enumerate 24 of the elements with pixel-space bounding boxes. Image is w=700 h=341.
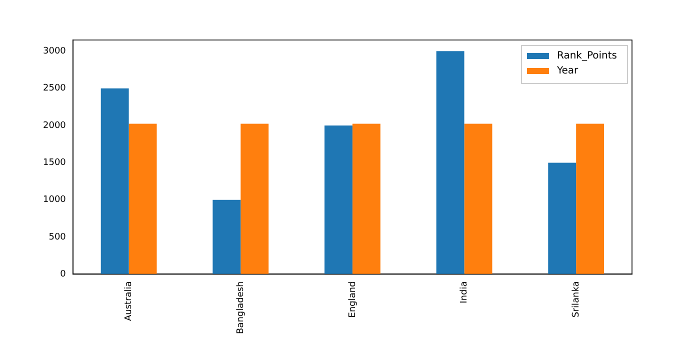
legend-label: Year — [556, 66, 580, 77]
bar — [464, 124, 492, 274]
y-tick-label: 3000 — [43, 46, 66, 56]
x-tick-label: Australia — [124, 281, 134, 322]
y-tick-label: 1500 — [43, 158, 66, 168]
bar — [128, 124, 157, 274]
x-tick-label: Bangladesh — [236, 281, 246, 334]
bar — [436, 51, 464, 274]
x-tick-label: Srilanka — [571, 281, 582, 318]
bar — [240, 124, 269, 274]
bar — [100, 88, 129, 274]
bar — [324, 126, 352, 274]
x-tick-label: England — [348, 281, 358, 318]
bar — [352, 124, 380, 274]
y-tick-label: 0 — [60, 270, 66, 280]
y-tick-label: 500 — [48, 232, 66, 242]
y-tick-label: 1000 — [43, 195, 66, 206]
bar — [548, 162, 576, 274]
legend-label: Rank_Points — [556, 50, 618, 62]
y-tick-label: 2500 — [43, 84, 66, 94]
bar — [576, 124, 604, 274]
x-tick-label: India — [460, 281, 470, 304]
bar — [212, 200, 241, 274]
y-tick-label: 2000 — [43, 120, 66, 131]
